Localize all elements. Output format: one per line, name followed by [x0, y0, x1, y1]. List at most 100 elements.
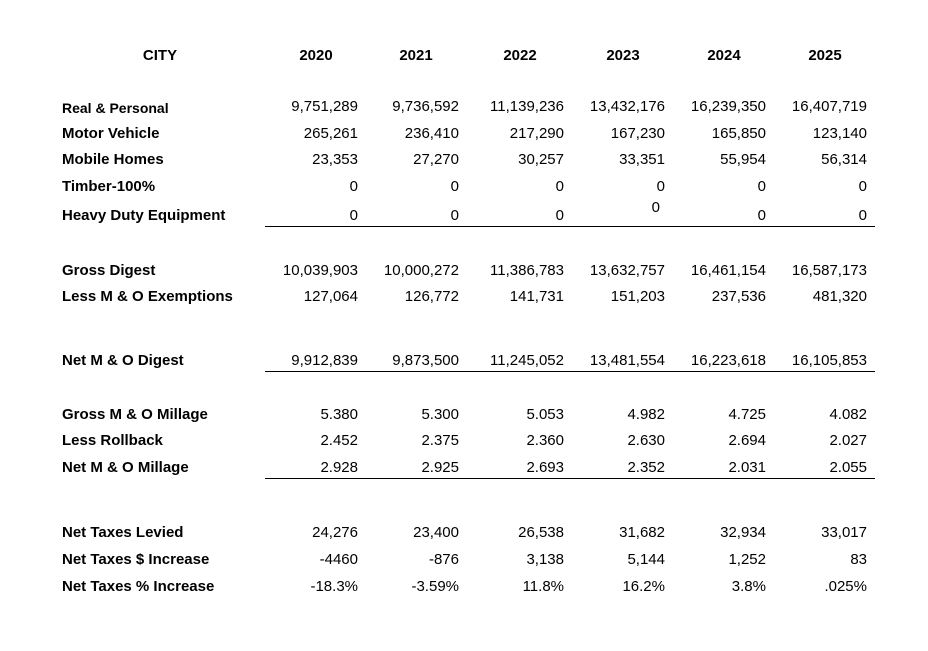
cell-mobile-homes-2024: 55,954 [720, 151, 766, 168]
cell-gross-digest-2025: 16,587,173 [791, 262, 867, 279]
year-header-2024: 2024 [707, 47, 741, 64]
cell-rollback-2022: 2.360 [526, 432, 564, 449]
subtotal-rule-1 [265, 226, 875, 227]
cell-taxes-levied-2023: 31,682 [619, 524, 665, 541]
cell-motor-vehicle-2022: 217,290 [509, 125, 564, 142]
cell-heavy-duty-2021: 0 [450, 207, 459, 224]
row-label-gross-mo-millage: Gross M & O Millage [62, 406, 208, 423]
cell-mobile-homes-2025: 56,314 [821, 151, 867, 168]
row-label-real-personal: Real & Personal [62, 100, 169, 116]
cell-gross-millage-2021: 5.300 [421, 406, 459, 423]
cell-exemptions-2021: 126,772 [404, 288, 459, 305]
cell-taxes-levied-2022: 26,538 [518, 524, 564, 541]
cell-timber-2024: 0 [757, 178, 766, 195]
cell-exemptions-2024: 237,536 [711, 288, 766, 305]
cell-rollback-2023: 2.630 [627, 432, 665, 449]
cell-percent-increase-2022: 11.8% [522, 578, 564, 595]
cell-net-millage-2025: 2.055 [829, 459, 867, 476]
cell-net-millage-2020: 2.928 [320, 459, 358, 476]
cell-rollback-2024: 2.694 [728, 432, 766, 449]
cell-taxes-levied-2020: 24,276 [312, 524, 358, 541]
cell-timber-2020: 0 [349, 178, 358, 195]
cell-rollback-2021: 2.375 [421, 432, 459, 449]
row-label-net-mo-digest: Net M & O Digest [62, 352, 184, 369]
cell-motor-vehicle-2023: 167,230 [610, 125, 665, 142]
cell-mobile-homes-2022: 30,257 [518, 151, 564, 168]
row-label-gross-digest: Gross Digest [62, 262, 156, 279]
cell-motor-vehicle-2024: 165,850 [711, 125, 766, 142]
cell-net-millage-2021: 2.925 [421, 459, 459, 476]
cell-dollar-increase-2020: -4460 [319, 551, 358, 568]
row-label-net-taxes-dollar-increase: Net Taxes $ Increase [62, 551, 210, 568]
cell-taxes-levied-2024: 32,934 [720, 524, 766, 541]
cell-net-millage-2024: 2.031 [728, 459, 766, 476]
cell-net-digest-2025: 16,105,853 [791, 352, 867, 369]
cell-real-personal-2024: 16,239,350 [690, 98, 766, 115]
cell-motor-vehicle-2020: 265,261 [303, 125, 358, 142]
cell-net-digest-2023: 13,481,554 [589, 352, 665, 369]
cell-net-digest-2022: 11,245,052 [490, 352, 564, 369]
cell-net-digest-2024: 16,223,618 [690, 352, 766, 369]
cell-percent-increase-2020: -18.3% [310, 578, 358, 595]
year-header-2021: 2021 [399, 47, 433, 64]
row-label-net-taxes-levied: Net Taxes Levied [62, 524, 184, 541]
cell-percent-increase-2025: .025% [824, 578, 867, 595]
cell-mobile-homes-2020: 23,353 [312, 151, 358, 168]
cell-gross-millage-2024: 4.725 [728, 406, 766, 423]
cell-percent-increase-2024: 3.8% [731, 578, 766, 595]
row-label-timber: Timber-100% [62, 178, 156, 195]
cell-gross-millage-2020: 5.380 [320, 406, 358, 423]
cell-net-millage-2022: 2.693 [526, 459, 564, 476]
cell-gross-millage-2023: 4.982 [627, 406, 665, 423]
row-label-net-mo-millage: Net M & O Millage [62, 459, 189, 476]
cell-real-personal-2023: 13,432,176 [589, 98, 665, 115]
cell-dollar-increase-2024: 1,252 [728, 551, 766, 568]
cell-heavy-duty-2022: 0 [555, 207, 564, 224]
year-header-2025: 2025 [808, 47, 842, 64]
cell-percent-increase-2021: -3.59% [411, 578, 459, 595]
cell-rollback-2025: 2.027 [829, 432, 867, 449]
cell-net-digest-2021: 9,873,500 [392, 352, 459, 369]
cell-real-personal-2020: 9,751,289 [291, 98, 358, 115]
cell-timber-2022: 0 [555, 178, 564, 195]
cell-exemptions-2020: 127,064 [303, 288, 358, 305]
cell-percent-increase-2023: 16.2% [622, 578, 665, 595]
cell-heavy-duty-2024: 0 [757, 207, 766, 224]
subtotal-rule-2 [265, 371, 875, 372]
cell-gross-digest-2021: 10,000,272 [383, 262, 459, 279]
cell-real-personal-2021: 9,736,592 [392, 98, 459, 115]
cell-timber-2025: 0 [858, 178, 867, 195]
cell-gross-digest-2020: 10,039,903 [282, 262, 358, 279]
cell-net-millage-2023: 2.352 [627, 459, 665, 476]
cell-gross-millage-2022: 5.053 [526, 406, 564, 423]
cell-heavy-duty-2020: 0 [349, 207, 358, 224]
cell-taxes-levied-2021: 23,400 [413, 524, 459, 541]
row-label-motor-vehicle: Motor Vehicle [62, 125, 160, 142]
cell-gross-digest-2022: 11,386,783 [490, 262, 564, 279]
row-label-net-taxes-percent-increase: Net Taxes % Increase [62, 578, 215, 595]
cell-gross-digest-2023: 13,632,757 [589, 262, 665, 279]
row-label-mobile-homes: Mobile Homes [62, 151, 164, 168]
cell-gross-millage-2025: 4.082 [829, 406, 867, 423]
cell-exemptions-2023: 151,203 [610, 288, 665, 305]
row-label-less-mo-exemptions: Less M & O Exemptions [62, 288, 233, 305]
cell-real-personal-2025: 16,407,719 [791, 98, 867, 115]
cell-motor-vehicle-2021: 236,410 [404, 125, 459, 142]
cell-timber-2021: 0 [450, 178, 459, 195]
cell-dollar-increase-2025: 83 [850, 551, 867, 568]
year-header-2022: 2022 [503, 47, 537, 64]
cell-real-personal-2022: 11,139,236 [490, 98, 564, 115]
row-label-heavy-duty-equipment: Heavy Duty Equipment [62, 207, 226, 224]
cell-rollback-2020: 2.452 [320, 432, 358, 449]
city-header: CITY [142, 47, 178, 64]
cell-mobile-homes-2021: 27,270 [413, 151, 459, 168]
cell-mobile-homes-2023: 33,351 [619, 151, 665, 168]
year-header-2020: 2020 [299, 47, 333, 64]
cell-motor-vehicle-2025: 123,140 [812, 125, 867, 142]
cell-heavy-duty-2025: 0 [858, 207, 867, 224]
row-label-less-rollback: Less Rollback [62, 432, 163, 449]
year-header-2023: 2023 [606, 47, 640, 64]
cell-taxes-levied-2025: 33,017 [821, 524, 867, 541]
cell-net-digest-2020: 9,912,839 [291, 352, 358, 369]
cell-dollar-increase-2021: -876 [428, 551, 459, 568]
